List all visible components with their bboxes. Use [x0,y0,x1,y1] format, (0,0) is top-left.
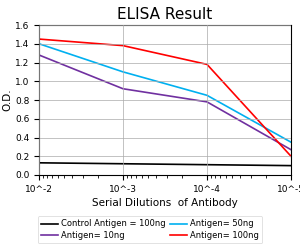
Line: Antigen= 100ng: Antigen= 100ng [39,39,291,156]
Control Antigen = 100ng [37,161,41,164]
Legend: Control Antigen = 100ng, Antigen= 10ng, Antigen= 50ng, Antigen= 100ng: Control Antigen = 100ng, Antigen= 10ng, … [38,216,262,243]
Y-axis label: O.D.: O.D. [2,89,12,111]
Antigen= 50ng [289,141,293,144]
Antigen= 10ng [289,148,293,151]
Control Antigen = 100ng [205,163,209,166]
Antigen= 10ng [121,87,125,90]
Antigen= 50ng [121,70,125,74]
Antigen= 10ng [37,54,41,56]
Antigen= 50ng [205,94,209,97]
Antigen= 50ng [37,42,41,45]
Line: Control Antigen = 100ng: Control Antigen = 100ng [39,163,291,166]
Antigen= 100ng [205,63,209,66]
Antigen= 100ng [37,38,41,40]
Control Antigen = 100ng [289,164,293,167]
Line: Antigen= 50ng: Antigen= 50ng [39,44,291,142]
X-axis label: Serial Dilutions  of Antibody: Serial Dilutions of Antibody [92,198,238,208]
Antigen= 100ng [121,44,125,47]
Title: ELISA Result: ELISA Result [117,8,213,22]
Antigen= 100ng [289,155,293,158]
Antigen= 10ng [205,100,209,103]
Control Antigen = 100ng [121,162,125,165]
Line: Antigen= 10ng: Antigen= 10ng [39,55,291,150]
